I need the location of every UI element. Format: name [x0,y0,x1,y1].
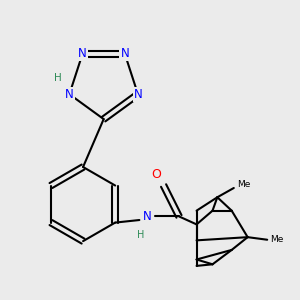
Text: N: N [143,210,152,223]
Text: N: N [134,88,142,101]
Text: N: N [65,88,74,101]
Text: O: O [151,168,161,181]
Text: N: N [78,47,87,60]
Text: Me: Me [270,235,284,244]
Text: N: N [121,47,129,60]
Text: H: H [137,230,145,241]
Text: Me: Me [237,180,250,189]
Text: H: H [54,73,62,83]
